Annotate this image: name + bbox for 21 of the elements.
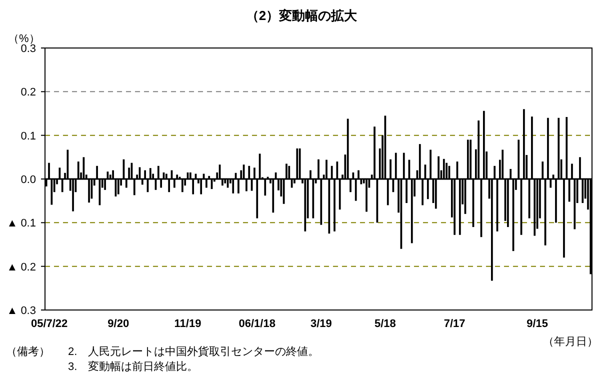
y-tick-label: 0.1 (20, 130, 36, 142)
y-tick-label: 0.2 (20, 86, 36, 99)
x-tick-label: 05/7/22 (30, 318, 68, 330)
x-tick-label: 9/20 (108, 318, 130, 330)
y-axis-title: （%） (8, 33, 40, 45)
x-tick-label: 3/19 (310, 318, 332, 330)
x-tick-label: 9/15 (526, 318, 548, 330)
x-tick-label: 5/18 (374, 318, 396, 330)
text: （備考） (6, 345, 50, 358)
text: 3. 変動幅は前日終値比。 (68, 360, 198, 373)
text: 2. 人民元レートは中国外貨取引センターの終値。 (68, 345, 320, 358)
x-axis-title: （年月日） (543, 336, 598, 348)
x-tick-label: 06/1/18 (238, 318, 276, 330)
y-tick-label: ▲ 0.2 (6, 261, 36, 274)
y-tick-label: ▲ 0.1 (6, 218, 36, 230)
x-tick-label: 11/19 (174, 318, 202, 330)
y-tick-label: 0.3 (20, 43, 36, 55)
chart-title: （2）変動幅の拡大 (246, 8, 358, 23)
y-tick-label: 0.0 (20, 174, 36, 186)
x-tick-label: 7/17 (444, 318, 466, 330)
y-tick-label: ▲ 0.3 (6, 305, 36, 317)
